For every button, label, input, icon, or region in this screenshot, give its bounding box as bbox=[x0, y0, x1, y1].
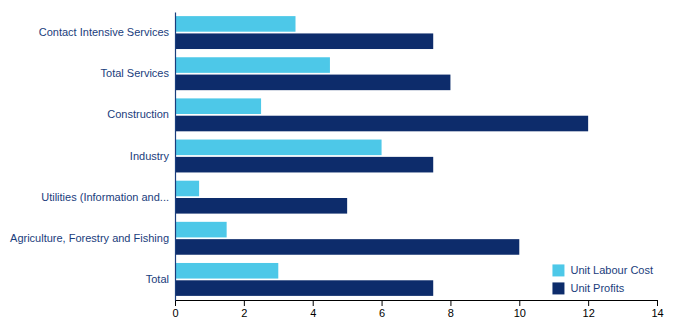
tick: Total bbox=[146, 273, 175, 285]
tick-label: 10 bbox=[514, 307, 526, 319]
tick-mark bbox=[313, 300, 314, 306]
tick-mark bbox=[244, 300, 245, 306]
tick: Industry bbox=[130, 150, 175, 162]
tick-label: 0 bbox=[172, 307, 178, 319]
chart: 0 2 4 6 8 10 12 14 Contact Intensive Services Tot… bbox=[0, 0, 681, 330]
tick: Utilities (Information and... bbox=[41, 191, 175, 203]
tick-mark bbox=[588, 300, 589, 306]
tick-label: 2 bbox=[241, 307, 247, 319]
tick: Total Services bbox=[101, 67, 175, 79]
bar bbox=[175, 16, 296, 32]
tick-mark bbox=[657, 300, 658, 306]
bar bbox=[175, 75, 450, 91]
bar bbox=[175, 33, 433, 49]
tick-label: Total Services bbox=[101, 67, 170, 79]
tick: Agriculture, Forestry and Fishing bbox=[10, 232, 175, 244]
tick: 14 bbox=[651, 300, 663, 319]
bar bbox=[175, 239, 519, 255]
legend-swatch bbox=[552, 264, 564, 276]
tick-label: Contact Intensive Services bbox=[39, 26, 170, 38]
bar bbox=[175, 280, 433, 296]
tick-label: Utilities (Information and... bbox=[41, 191, 169, 203]
legend-label: Unit Labour Cost bbox=[570, 264, 653, 276]
tick: 10 bbox=[514, 300, 526, 319]
tick-label: 6 bbox=[379, 307, 385, 319]
tick-label: 14 bbox=[651, 307, 663, 319]
bar bbox=[175, 198, 347, 214]
tick-label: 12 bbox=[583, 307, 595, 319]
tick: 8 bbox=[448, 300, 454, 319]
axis-line bbox=[175, 13, 176, 301]
tick-label: 4 bbox=[310, 307, 316, 319]
tick-label: Industry bbox=[130, 150, 170, 162]
tick: 4 bbox=[310, 300, 316, 319]
bar bbox=[175, 98, 261, 114]
tick-label: Total bbox=[146, 273, 169, 285]
tick-label: Construction bbox=[107, 108, 169, 120]
legend-item: Unit Labour Cost bbox=[552, 264, 653, 276]
legend-swatch bbox=[552, 282, 564, 294]
tick-mark bbox=[450, 300, 451, 306]
tick-mark bbox=[382, 300, 383, 306]
bar bbox=[175, 140, 382, 156]
tick: 12 bbox=[583, 300, 595, 319]
tick: 6 bbox=[379, 300, 385, 319]
series bbox=[175, 33, 588, 295]
bars bbox=[175, 16, 588, 296]
bar bbox=[175, 116, 588, 132]
tick-mark bbox=[175, 300, 176, 306]
tick-label: 8 bbox=[448, 307, 454, 319]
x-axis: 0 2 4 6 8 10 12 14 bbox=[172, 300, 663, 319]
tick: Construction bbox=[107, 108, 175, 120]
tick: 0 bbox=[172, 300, 178, 319]
y-axis: Contact Intensive Services Total Services… bbox=[10, 13, 175, 301]
tick-mark bbox=[519, 300, 520, 306]
plot: 0 2 4 6 8 10 12 14 Contact Intensive Services Tot… bbox=[10, 13, 664, 319]
legend: Unit Labour Cost Unit Profits bbox=[552, 264, 653, 294]
legend-label: Unit Profits bbox=[570, 282, 624, 294]
bar bbox=[175, 157, 433, 173]
bar bbox=[175, 57, 330, 73]
tick: 2 bbox=[241, 300, 247, 319]
axis-line bbox=[176, 301, 658, 307]
bar bbox=[175, 263, 278, 279]
tick: Contact Intensive Services bbox=[39, 26, 175, 38]
bar bbox=[175, 222, 227, 238]
legend-item: Unit Profits bbox=[552, 282, 624, 294]
bar bbox=[175, 181, 199, 197]
tick-label: Agriculture, Forestry and Fishing bbox=[10, 232, 169, 244]
